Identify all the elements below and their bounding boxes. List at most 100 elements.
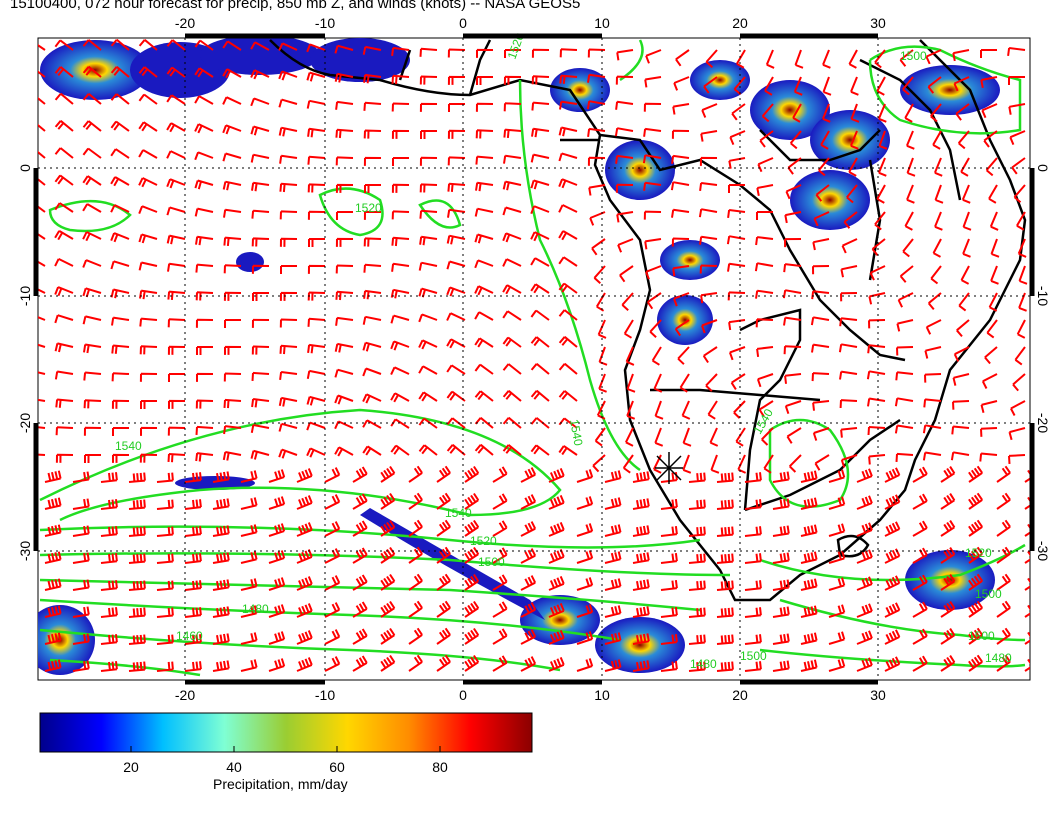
wind-barb [268, 523, 286, 537]
wind-barb [419, 209, 438, 219]
wind-barb [990, 238, 1000, 258]
wind-barb [140, 426, 158, 436]
wind-barb [194, 39, 214, 51]
wind-barb [755, 236, 774, 246]
wind-barb [138, 205, 158, 214]
wind-barb [112, 427, 129, 436]
wind-barb [306, 447, 326, 458]
wind-barb [296, 630, 313, 645]
wind-barb [840, 427, 858, 438]
wind-barb [268, 631, 286, 645]
wind-barb [558, 204, 578, 213]
wind-barb [278, 396, 298, 407]
wind-barb [72, 525, 90, 537]
wind-barb [224, 345, 242, 355]
wind-barb [1018, 265, 1028, 285]
wind-barb [352, 655, 368, 672]
wind-barb [979, 452, 998, 462]
wind-barb [812, 427, 830, 441]
wind-barb [615, 100, 634, 110]
wind-barb [558, 362, 578, 375]
wind-barb [789, 130, 802, 150]
wind-barb [530, 205, 550, 215]
wind-barb [38, 150, 46, 159]
wind-barb [492, 655, 508, 672]
wind-barb [899, 49, 914, 67]
wind-barb [838, 343, 858, 353]
wind-barb [716, 553, 734, 564]
wind-barb [849, 130, 859, 150]
wind-barb [699, 235, 718, 245]
wind-barb [72, 633, 90, 645]
wind-barb [930, 265, 942, 285]
wind-barb [307, 155, 326, 165]
wind-barb [100, 499, 118, 510]
wind-barb [335, 100, 354, 110]
wind-barb [952, 373, 970, 386]
wind-barb [223, 372, 242, 382]
wind-barb [822, 49, 831, 69]
wind-barb [800, 470, 818, 483]
wind-barb [980, 76, 998, 88]
wind-barb [502, 232, 522, 243]
wind-barb [82, 93, 102, 105]
wind-barb [474, 233, 494, 244]
wind-barb [38, 371, 46, 375]
lon-tick-top: 0 [459, 15, 467, 31]
wind-barb [390, 288, 410, 299]
wind-barb [716, 499, 734, 510]
wind-barb [110, 66, 130, 78]
wind-barb [436, 573, 451, 591]
wind-barb [111, 372, 130, 382]
wind-barb [54, 174, 74, 186]
contour-label: 1480 [242, 602, 269, 616]
wind-barb [548, 630, 565, 645]
wind-barb [240, 605, 258, 618]
wind-barb [784, 373, 802, 384]
wind-barb [810, 316, 830, 326]
wind-barb [352, 628, 368, 645]
wind-barb [380, 492, 396, 510]
wind-barb [759, 130, 774, 148]
wind-barb [100, 526, 118, 537]
wind-barb [195, 452, 214, 462]
wind-barb [591, 238, 606, 256]
wind-barb [716, 526, 734, 537]
wind-barb [895, 452, 914, 462]
wind-barb [138, 261, 158, 271]
wind-barb [894, 397, 914, 407]
wind-barb [671, 129, 690, 139]
wind-barb [646, 292, 662, 310]
lon-tick-bottom: -20 [175, 687, 195, 703]
wind-barb [736, 49, 746, 69]
wind-barb [492, 493, 508, 510]
wind-barb [1018, 292, 1027, 312]
wind-barb [705, 373, 718, 392]
wind-barb [576, 469, 594, 483]
wind-barb [475, 181, 494, 192]
wind-barb [828, 577, 846, 591]
wind-barb [731, 103, 746, 121]
wind-barb [335, 316, 354, 326]
wind-barb [615, 154, 634, 164]
wind-barb [336, 211, 353, 220]
wind-barb [279, 154, 298, 164]
wind-barb [728, 346, 746, 361]
wind-barb [364, 184, 381, 193]
contour-label: 1500 [975, 587, 1002, 601]
wind-barb [520, 467, 537, 483]
wind-barb [786, 427, 802, 444]
wind-barb [222, 451, 242, 461]
wind-barb [212, 606, 230, 618]
wind-barb [100, 661, 118, 672]
wind-barb [822, 76, 832, 96]
wind-barb [1009, 130, 1026, 145]
wind-barb [884, 575, 901, 591]
wind-barb [558, 336, 578, 348]
lon-tick-bottom: -10 [315, 687, 335, 703]
wind-barb [83, 343, 102, 354]
wind-barb [408, 627, 423, 645]
wind-barb [730, 373, 746, 390]
wind-barb [820, 130, 830, 150]
